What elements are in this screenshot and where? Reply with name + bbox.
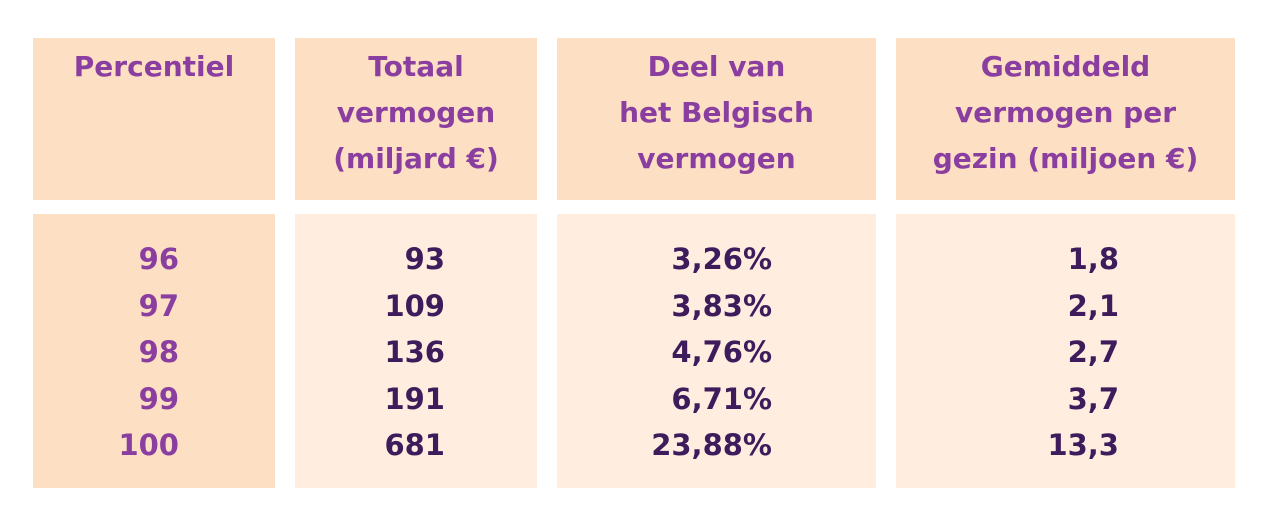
column-body-totaal-vermogen: 93 109 136 191 681 <box>295 214 537 488</box>
cell-gemiddeld-vermogen-per-gezin: 3,7 <box>1067 381 1119 416</box>
cell-totaal-vermogen: 136 <box>384 335 445 369</box>
column-body-deel-belgisch-vermogen: 3,26% 3,83% 4,76% 6,71% 23,88% <box>557 214 876 488</box>
column-body-percentiel: 96 97 98 99 100 <box>33 214 275 488</box>
cell-percentiel: 98 <box>138 335 179 369</box>
column-deel-belgisch-vermogen: Deel van het Belgisch vermogen 3,26% 3,8… <box>557 38 876 488</box>
cell-gemiddeld-vermogen-per-gezin: 2,1 <box>1067 288 1119 323</box>
cell-deel-belgisch-vermogen: 23,88% <box>651 428 772 462</box>
cell-percentiel: 99 <box>138 381 179 416</box>
cell-percentiel: 96 <box>138 242 179 276</box>
cell-totaal-vermogen: 191 <box>384 381 445 416</box>
cell-percentiel: 100 <box>118 428 179 462</box>
column-gemiddeld-vermogen-per-gezin: Gemiddeld vermogen per gezin (miljoen €)… <box>896 38 1235 488</box>
cell-gemiddeld-vermogen-per-gezin: 1,8 <box>1067 242 1119 276</box>
cell-gemiddeld-vermogen-per-gezin: 13,3 <box>1047 428 1119 462</box>
cell-deel-belgisch-vermogen: 3,83% <box>671 288 772 323</box>
cell-deel-belgisch-vermogen: 4,76% <box>671 335 772 369</box>
column-body-gemiddeld-vermogen-per-gezin: 1,8 2,1 2,7 3,7 13,3 <box>896 214 1235 488</box>
cell-totaal-vermogen: 93 <box>404 242 445 276</box>
cell-deel-belgisch-vermogen: 6,71% <box>671 381 772 416</box>
cell-totaal-vermogen: 109 <box>384 288 445 323</box>
cell-deel-belgisch-vermogen: 3,26% <box>671 242 772 276</box>
cell-totaal-vermogen: 681 <box>384 428 445 462</box>
header-percentiel: Percentiel <box>33 38 275 200</box>
header-gemiddeld-vermogen-per-gezin: Gemiddeld vermogen per gezin (miljoen €) <box>896 38 1235 200</box>
header-totaal-vermogen: Totaal vermogen (miljard €) <box>295 38 537 200</box>
column-percentiel: Percentiel 96 97 98 99 100 <box>33 38 275 488</box>
cell-gemiddeld-vermogen-per-gezin: 2,7 <box>1067 335 1119 369</box>
column-totaal-vermogen: Totaal vermogen (miljard €) 93 109 136 1… <box>295 38 537 488</box>
header-deel-belgisch-vermogen: Deel van het Belgisch vermogen <box>557 38 876 200</box>
cell-percentiel: 97 <box>138 288 179 323</box>
